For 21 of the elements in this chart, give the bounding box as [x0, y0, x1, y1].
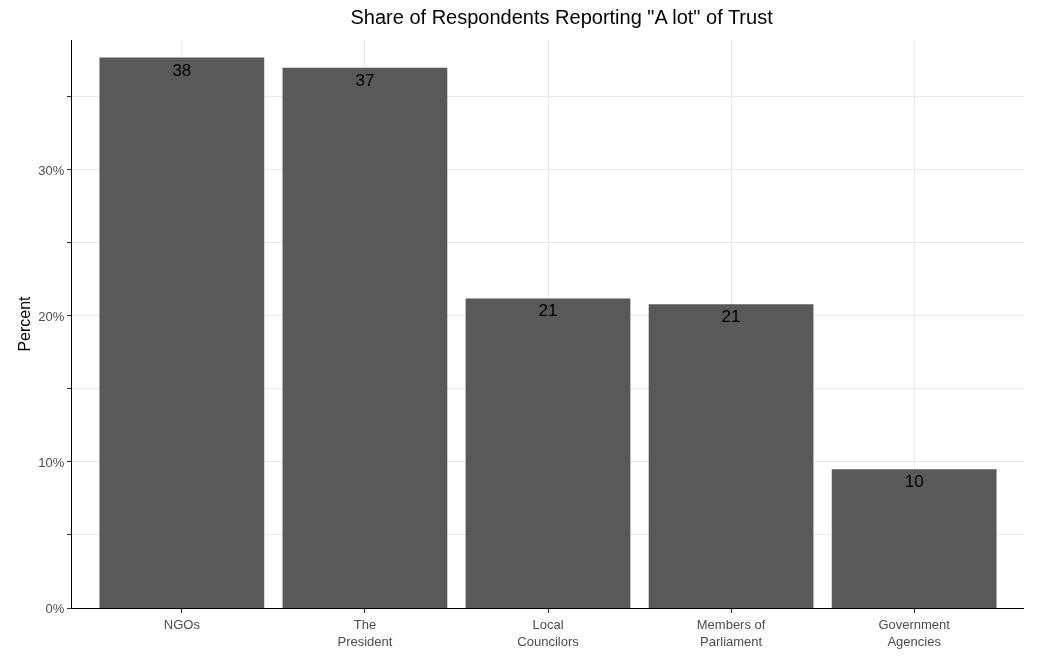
data-label: 37 — [355, 70, 375, 90]
data-label: 38 — [172, 60, 192, 80]
chart-title: Share of Respondents Reporting "A lot" of Trust — [350, 5, 774, 28]
x-tick-label: NGOs — [163, 616, 201, 632]
bar — [282, 67, 448, 608]
data-label: 21 — [538, 301, 558, 321]
data-label: 10 — [904, 472, 924, 492]
bar — [99, 57, 265, 608]
bar — [465, 298, 631, 608]
x-tick-label: Local Councilors — [517, 616, 580, 649]
data-label: 21 — [721, 307, 741, 327]
x-tick-label: Government Agencies — [878, 616, 951, 649]
y-tick-label: 30% — [38, 162, 65, 178]
bar — [831, 469, 997, 608]
y-tick-label: 0% — [45, 600, 65, 616]
x-tick-label: The President — [337, 616, 393, 649]
y-axis-title: Percent — [16, 295, 33, 352]
x-tick-label: Members of Parliament — [696, 616, 766, 649]
bar — [648, 304, 814, 608]
y-tick-label: 10% — [38, 454, 65, 470]
y-tick-label: 20% — [38, 308, 65, 324]
